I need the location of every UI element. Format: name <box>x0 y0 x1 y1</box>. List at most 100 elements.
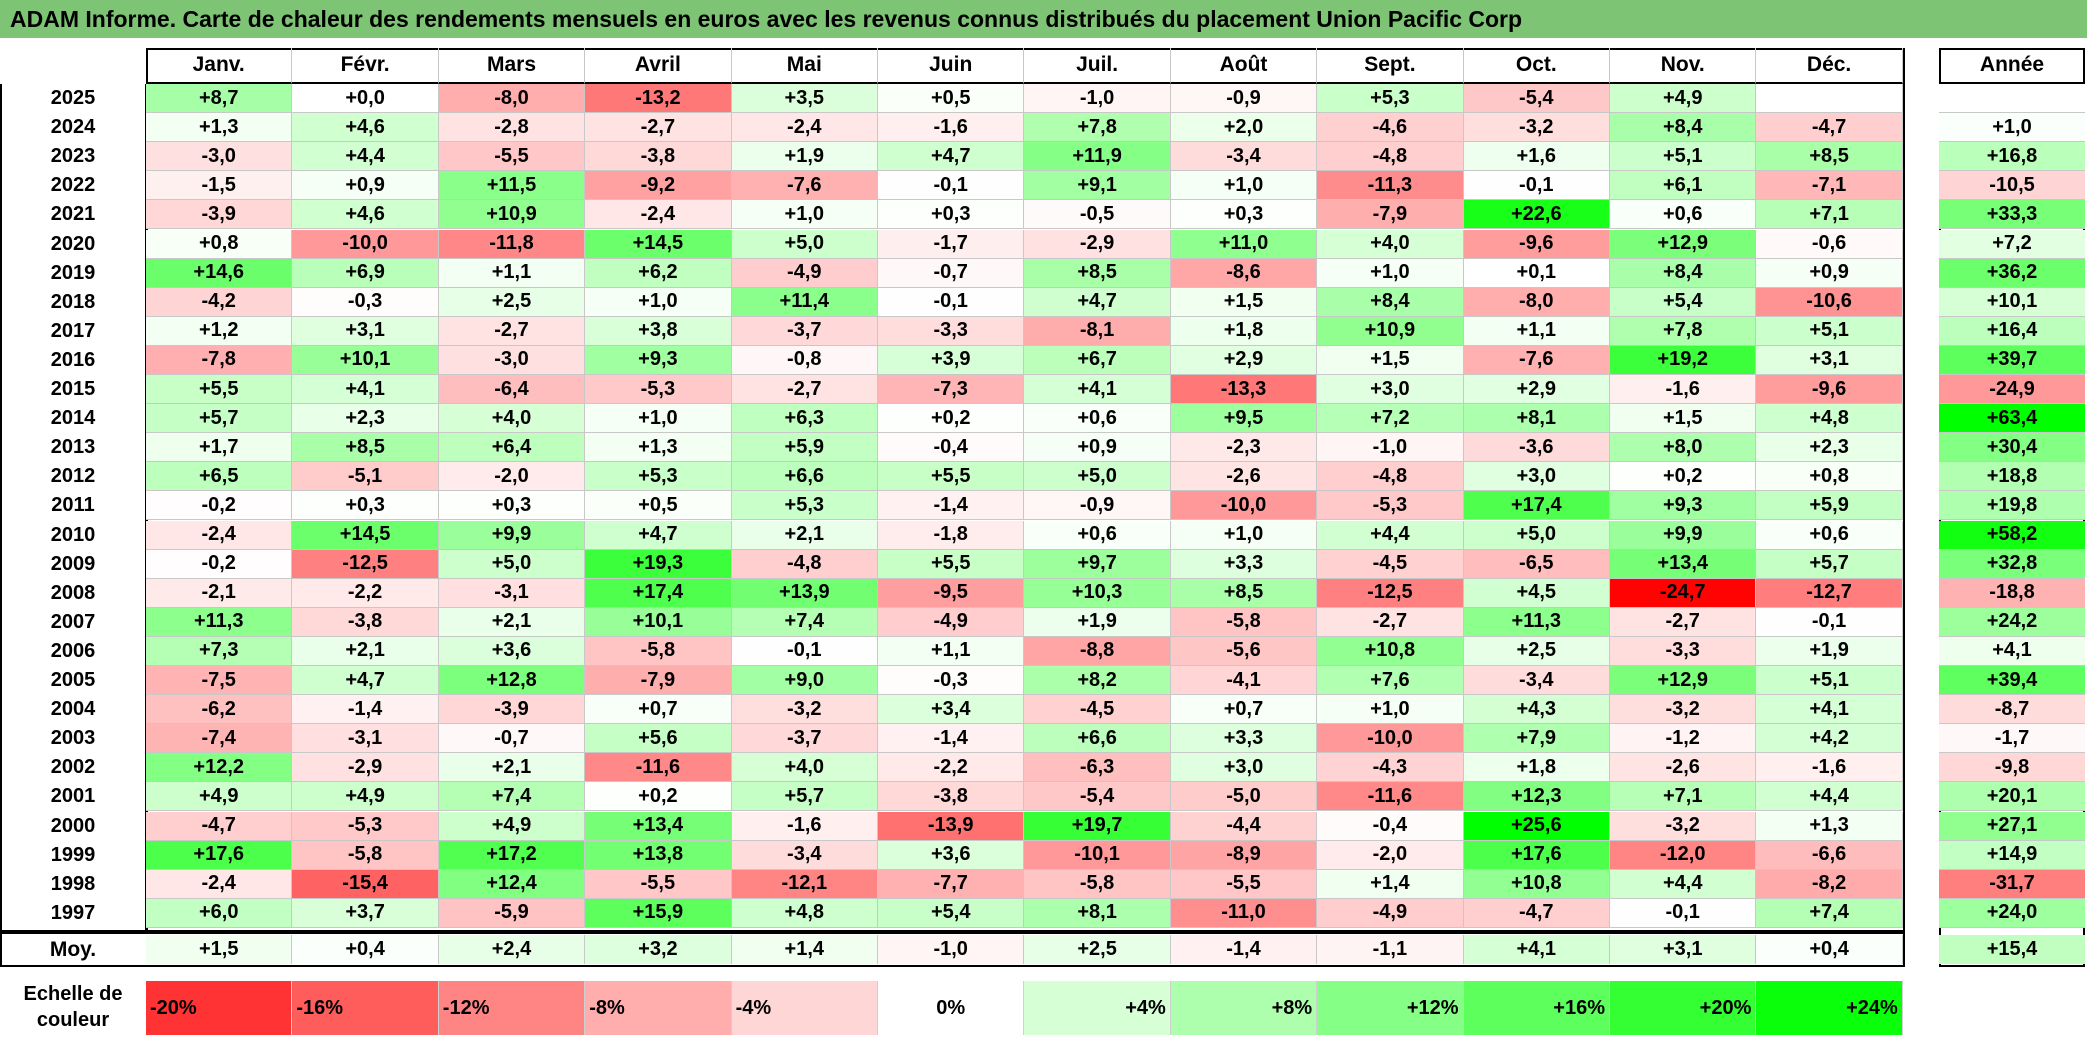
annual-cell: -10,5 <box>1939 171 2085 201</box>
heatmap-cell: +10,8 <box>1317 636 1464 666</box>
row-year-label: 2008 <box>50 581 96 604</box>
heatmap-cell: -0,1 <box>878 171 1025 201</box>
heatmap-cell: -1,4 <box>292 695 439 725</box>
heatmap-cell: +0,6 <box>1024 404 1171 434</box>
heatmap-cell: +11,4 <box>731 287 878 317</box>
heatmap-cell: +2,3 <box>1756 433 1903 463</box>
annual-cell: +4,1 <box>1939 636 2085 666</box>
heatmap-cell: -3,2 <box>1610 695 1757 725</box>
heatmap-cell: -3,9 <box>438 695 586 725</box>
heatmap-cell: -7,1 <box>1756 171 1903 201</box>
annual-cell: +10,1 <box>1939 287 2085 317</box>
heatmap-cell: -0,1 <box>1756 607 1903 637</box>
row-year-label: 2012 <box>50 465 96 488</box>
heatmap-cell: -3,7 <box>731 724 878 754</box>
row-year-label: 1999 <box>50 843 96 866</box>
heatmap-cell: -13,3 <box>1170 375 1318 405</box>
heatmap-cell: -9,2 <box>585 171 732 201</box>
heatmap-cell: +5,4 <box>1610 287 1757 317</box>
heatmap-cell: -4,5 <box>1024 695 1171 725</box>
heatmap-cell: +17,6 <box>146 840 293 870</box>
heatmap-cell: -3,6 <box>1463 433 1610 463</box>
heatmap-cell: -11,8 <box>438 229 586 259</box>
heatmap-cell: +4,9 <box>1610 84 1757 114</box>
color-scale-step: +12% <box>1317 981 1464 1035</box>
color-scale-step: -12% <box>438 981 586 1035</box>
heatmap-cell: -3,4 <box>1170 142 1318 172</box>
color-scale-label: Echelle de couleur <box>23 983 123 1031</box>
heatmap-cell: +3,6 <box>878 840 1025 870</box>
heatmap-cell: +4,7 <box>292 666 439 696</box>
row-year-label: 2024 <box>50 116 96 139</box>
heatmap-cell: +0,9 <box>1756 258 1903 288</box>
column-header: Janv. <box>146 48 293 84</box>
heatmap-cell: -7,7 <box>878 869 1025 899</box>
heatmap-cell: -1,4 <box>878 724 1025 754</box>
heatmap-cell: +5,0 <box>1463 520 1610 550</box>
heatmap-cell: +0,3 <box>878 200 1025 230</box>
heatmap-cell: -0,1 <box>1463 171 1610 201</box>
heatmap-cell: +8,1 <box>1463 404 1610 434</box>
heatmap-cell: -4,8 <box>1317 462 1464 492</box>
heatmap-cell: +6,1 <box>1610 171 1757 201</box>
heatmap-cell: -8,0 <box>438 84 586 114</box>
heatmap-cell: -0,1 <box>731 636 878 666</box>
heatmap-cell: -1,6 <box>878 113 1025 143</box>
heatmap-cell: +4,4 <box>1317 520 1464 550</box>
heatmap-cell: +7,8 <box>1610 316 1757 346</box>
heatmap-cell: +5,1 <box>1610 142 1757 172</box>
heatmap-cell: +5,7 <box>1756 549 1903 579</box>
heatmap-cell: +10,3 <box>1024 578 1171 608</box>
heatmap-cell: +6,3 <box>731 404 878 434</box>
column-header: Sept. <box>1317 48 1464 84</box>
heatmap-cell: -10,1 <box>1024 840 1171 870</box>
row-year-label: 2021 <box>50 203 96 226</box>
row-year-label: 1998 <box>50 872 96 895</box>
row-year-label: 2022 <box>50 174 96 197</box>
heatmap-cell: -4,7 <box>1756 113 1903 143</box>
heatmap-cell: +0,6 <box>1756 520 1903 550</box>
heatmap-cell: +5,0 <box>438 549 586 579</box>
heatmap-cell: +1,9 <box>1756 636 1903 666</box>
heatmap-cell: +2,1 <box>438 753 586 783</box>
heatmap-cell: -2,7 <box>1317 607 1464 637</box>
heatmap-cell: -3,1 <box>438 578 586 608</box>
heatmap-cell: +4,7 <box>878 142 1025 172</box>
heatmap-cell: -0,4 <box>878 433 1025 463</box>
heatmap-cell: +3,7 <box>292 898 439 928</box>
heatmap-cell: -8,2 <box>1756 869 1903 899</box>
row-year-label: 2002 <box>50 756 96 779</box>
heatmap-cell: +12,3 <box>1463 782 1610 812</box>
heatmap-cell: -0,6 <box>1756 229 1903 259</box>
heatmap-cell: -5,8 <box>585 636 732 666</box>
heatmap-cell: -1,2 <box>1610 724 1757 754</box>
heatmap-cell: -11,0 <box>1170 898 1318 928</box>
heatmap-cell: +14,5 <box>292 520 439 550</box>
heatmap-cell: -8,6 <box>1170 258 1318 288</box>
heatmap-cell: -11,6 <box>1317 782 1464 812</box>
heatmap-cell: -5,4 <box>1463 84 1610 114</box>
row-year-label: 2013 <box>50 436 96 459</box>
heatmap-cell: -13,9 <box>878 811 1025 841</box>
column-header: Mars <box>438 48 586 84</box>
heatmap-cell: +4,1 <box>1756 695 1903 725</box>
heatmap-cell: -7,9 <box>1317 200 1464 230</box>
heatmap-cell: +0,3 <box>292 491 439 521</box>
heatmap-cell: +5,0 <box>1024 462 1171 492</box>
heatmap-cell: +9,0 <box>731 666 878 696</box>
heatmap-cell: -3,8 <box>292 607 439 637</box>
heatmap-cell: +4,7 <box>1024 287 1171 317</box>
annual-cell: +27,1 <box>1939 811 2085 841</box>
heatmap-cell: +1,5 <box>1170 287 1318 317</box>
heatmap-cell: +12,4 <box>438 869 586 899</box>
heatmap-cell: +2,9 <box>1463 375 1610 405</box>
heatmap-cell: +13,4 <box>1610 549 1757 579</box>
annual-cell: -18,8 <box>1939 578 2085 608</box>
heatmap-cell: +7,4 <box>438 782 586 812</box>
heatmap-cell: +5,3 <box>585 462 732 492</box>
average-cell: +1,4 <box>731 935 878 964</box>
heatmap-cell: +11,3 <box>1463 607 1610 637</box>
column-header: Juin <box>878 48 1025 84</box>
annual-cell: +63,4 <box>1939 404 2085 434</box>
color-scale-step: +4% <box>1024 981 1171 1035</box>
